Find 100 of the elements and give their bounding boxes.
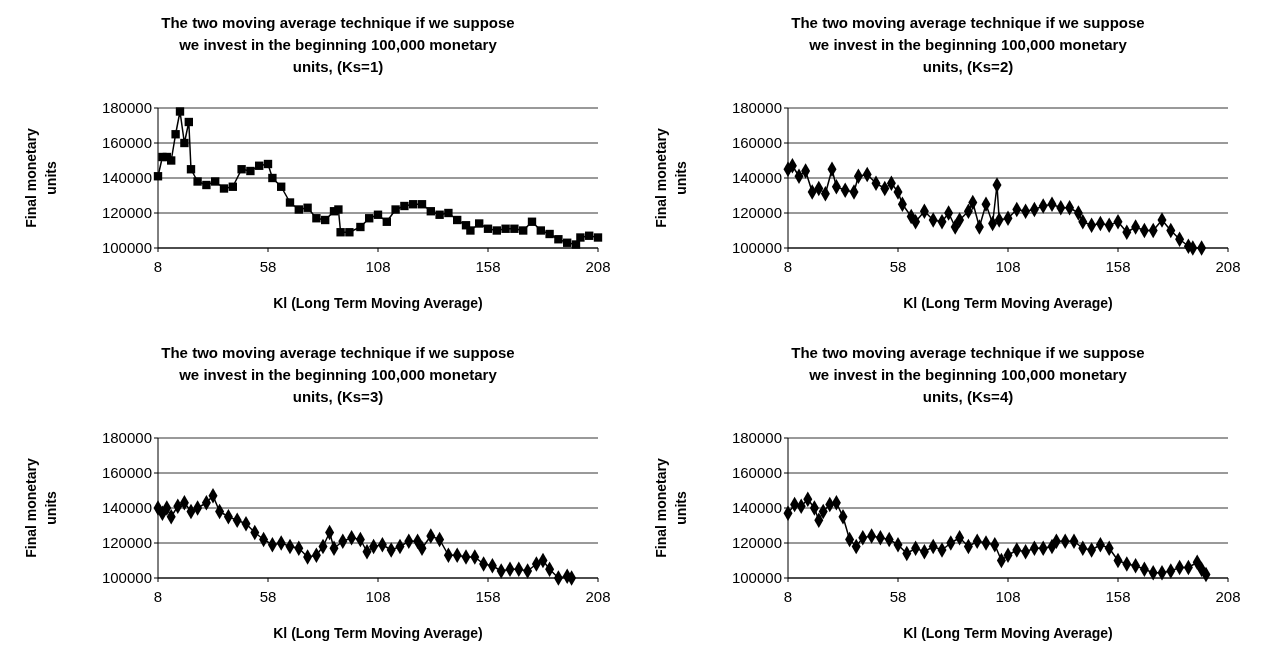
- point: [219, 184, 229, 193]
- x-tick-label: 158: [1105, 258, 1131, 275]
- point: [356, 222, 365, 232]
- point: [193, 177, 202, 186]
- x-tick-label: 108: [365, 588, 391, 605]
- x-tick-label: 108: [995, 588, 1021, 605]
- point: [453, 215, 462, 225]
- y-tick-label: 160000: [731, 464, 782, 482]
- x-axis-title: Kl (Long Term Moving Average): [903, 295, 1113, 311]
- y-axis-title: Final monetary units: [23, 458, 59, 558]
- chart-title: The two moving average technique if we suppose we invest in the beginning 100,000 monetary units, (Ks=2): [791, 14, 1145, 75]
- y-axis-title: Final monetary units: [23, 128, 59, 228]
- y-tick-label: 120000: [101, 534, 152, 552]
- point: [277, 182, 286, 191]
- point: [228, 182, 237, 191]
- y-tick-label: 180000: [101, 99, 152, 117]
- point: [466, 226, 475, 235]
- x-tick-label: 8: [153, 588, 163, 605]
- point: [255, 161, 264, 170]
- y-tick-label: 180000: [731, 99, 782, 117]
- point: [382, 217, 391, 226]
- point: [444, 208, 453, 218]
- y-tick-label: 140000: [101, 169, 152, 187]
- point: [501, 224, 510, 233]
- point: [336, 228, 345, 237]
- point: [545, 229, 554, 239]
- point: [246, 166, 255, 176]
- point: [186, 165, 196, 174]
- point: [202, 180, 211, 190]
- x-tick-label: 58: [259, 258, 277, 275]
- point: [585, 231, 594, 240]
- point: [576, 233, 585, 242]
- y-tick-label: 140000: [731, 499, 782, 517]
- x-axis-title: Kl (Long Term Moving Average): [273, 295, 483, 311]
- point: [175, 107, 185, 116]
- point: [167, 156, 176, 165]
- point: [536, 226, 545, 235]
- x-tick-label: 208: [1215, 588, 1241, 605]
- point: [171, 130, 180, 139]
- point: [153, 172, 163, 181]
- point: [475, 219, 484, 228]
- point: [483, 224, 493, 233]
- x-tick-label: 8: [783, 588, 793, 605]
- chart-title: The two moving average technique if we suppose we invest in the beginning 100,000 monetary units, (Ks=4): [791, 344, 1145, 405]
- y-tick-label: 180000: [731, 429, 782, 447]
- x-tick-label: 108: [365, 258, 391, 275]
- point: [510, 224, 519, 233]
- point: [373, 210, 383, 219]
- point: [527, 217, 537, 226]
- point: [345, 228, 354, 237]
- y-tick-label: 140000: [731, 169, 782, 187]
- x-tick-label: 58: [259, 588, 277, 605]
- x-tick-label: 58: [889, 258, 907, 275]
- point: [294, 205, 303, 214]
- point: [593, 233, 603, 242]
- y-tick-label: 160000: [731, 134, 782, 152]
- x-axis-title: Kl (Long Term Moving Average): [273, 625, 483, 641]
- point: [409, 200, 418, 209]
- point: [334, 205, 343, 214]
- point: [303, 203, 312, 212]
- point: [492, 226, 501, 235]
- x-tick-label: 158: [475, 258, 501, 275]
- y-tick-label: 120000: [731, 204, 782, 222]
- point: [180, 138, 189, 148]
- y-tick-label: 100000: [101, 569, 152, 587]
- point: [211, 177, 220, 186]
- point: [365, 214, 374, 223]
- y-tick-label: 120000: [101, 204, 152, 222]
- point: [519, 226, 528, 235]
- y-axis-title: Final monetary units: [653, 128, 689, 228]
- point: [312, 214, 321, 223]
- y-tick-label: 120000: [731, 534, 782, 552]
- point: [563, 238, 572, 247]
- point: [184, 117, 193, 127]
- point: [391, 205, 400, 214]
- point: [263, 159, 273, 169]
- point: [417, 200, 427, 209]
- chart-title: The two moving average technique if we suppose we invest in the beginning 100,000 monetary units, (Ks=1): [161, 14, 515, 75]
- x-tick-label: 208: [1215, 258, 1241, 275]
- x-axis-title: Kl (Long Term Moving Average): [903, 625, 1113, 641]
- x-tick-label: 208: [585, 588, 611, 605]
- y-tick-label: 140000: [101, 499, 152, 517]
- y-tick-label: 100000: [731, 239, 782, 257]
- x-tick-label: 108: [995, 258, 1021, 275]
- y-tick-label: 160000: [101, 464, 152, 482]
- point: [426, 207, 435, 216]
- point: [554, 235, 563, 244]
- point: [435, 210, 444, 219]
- y-tick-label: 160000: [101, 134, 152, 152]
- chart-title: The two moving average technique if we suppose we invest in the beginning 100,000 monetary units, (Ks=3): [161, 344, 515, 405]
- point: [237, 165, 246, 174]
- point: [268, 173, 277, 183]
- x-tick-label: 58: [889, 588, 907, 605]
- y-tick-label: 180000: [101, 429, 152, 447]
- y-tick-label: 100000: [731, 569, 782, 587]
- x-tick-label: 208: [585, 258, 611, 275]
- x-tick-label: 158: [475, 588, 501, 605]
- x-tick-label: 158: [1105, 588, 1131, 605]
- point: [400, 201, 409, 211]
- x-tick-label: 8: [783, 258, 793, 275]
